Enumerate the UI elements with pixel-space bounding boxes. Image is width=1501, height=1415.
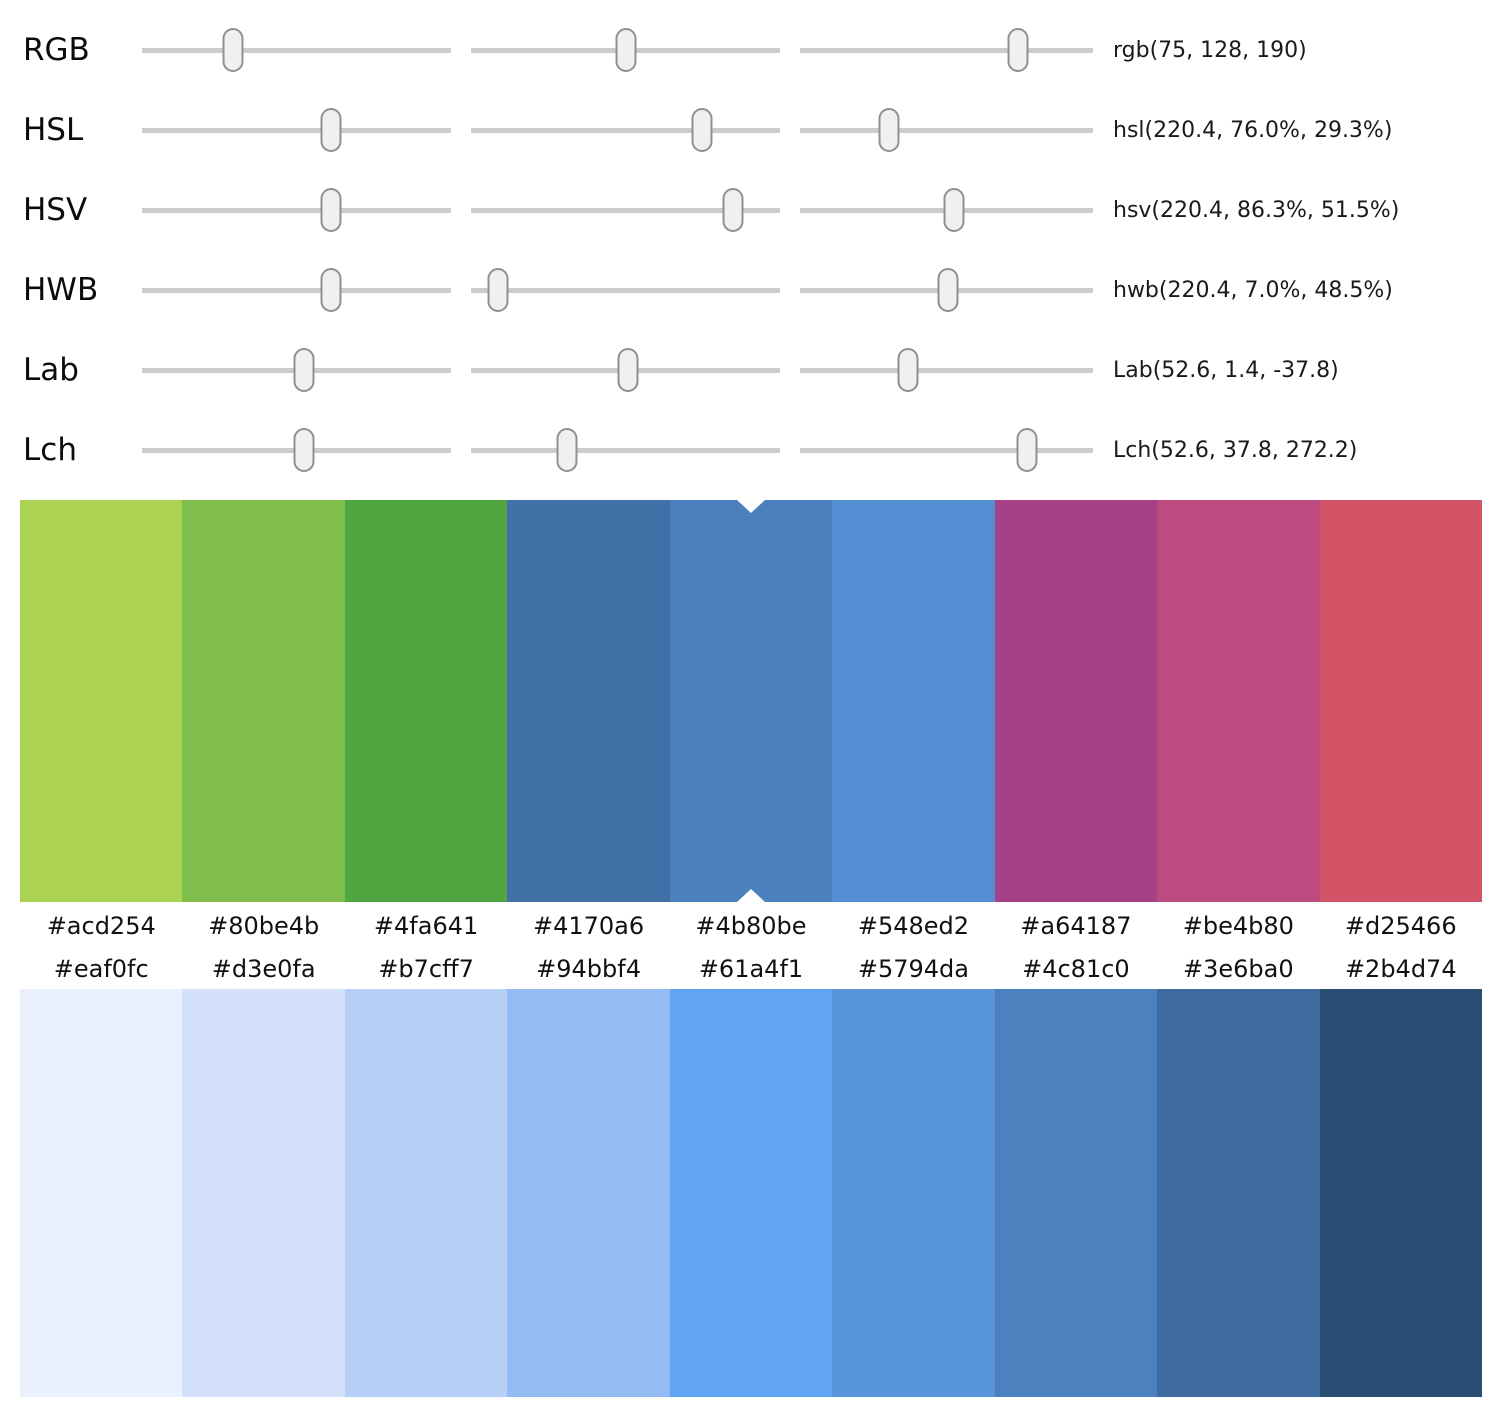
shades-hex-labels: #eaf0fc #d3e0fa #b7cff7 #94bbf4 #61a4f1 … <box>20 948 1482 989</box>
palette-swatch[interactable] <box>20 989 183 1397</box>
shades-palette <box>20 989 1482 1397</box>
hsv-v-slider-track[interactable] <box>800 187 1093 233</box>
slider-row-rgb: RGB rgb(75, 128, 190) <box>0 10 1501 90</box>
hex-label: #4170a6 <box>532 912 645 940</box>
palette-swatch[interactable] <box>994 989 1158 1397</box>
rgb-b-slider-track[interactable] <box>800 27 1093 73</box>
harmony-palette <box>20 500 1482 902</box>
hex-label: #548ed2 <box>857 912 970 940</box>
selected-swatch[interactable] <box>669 500 833 902</box>
hex-label: #be4b80 <box>1182 912 1294 940</box>
palette-swatch[interactable] <box>507 989 670 1397</box>
slider-row-hwb: HWB hwb(220.4, 7.0%, 48.5%) <box>0 250 1501 330</box>
palette-swatch[interactable] <box>669 989 833 1397</box>
hsl-s-slider-thumb[interactable] <box>691 108 713 152</box>
hex-label: #61a4f1 <box>698 955 804 983</box>
palette-swatch[interactable] <box>1319 989 1482 1397</box>
slider-row-hsv: HSV hsv(220.4, 86.3%, 51.5%) <box>0 170 1501 250</box>
slider-row-lch: Lch Lch(52.6, 37.8, 272.2) <box>0 410 1501 490</box>
rgb-g-slider-track[interactable] <box>471 27 780 73</box>
hex-label: #4fa641 <box>373 912 479 940</box>
slider-row-hsl: HSL hsl(220.4, 76.0%, 29.3%) <box>0 90 1501 170</box>
palette-swatch[interactable] <box>344 500 508 902</box>
model-label-hwb: HWB <box>23 271 99 308</box>
lab-a-slider-thumb[interactable] <box>617 348 639 392</box>
hwb-w-slider-track[interactable] <box>471 267 780 313</box>
lab-l-slider-thumb[interactable] <box>293 348 315 392</box>
palette-swatch[interactable] <box>1319 500 1482 902</box>
selection-notch-top-icon <box>736 500 765 513</box>
model-label-hsl: HSL <box>23 111 84 148</box>
lch-h-slider-track[interactable] <box>800 427 1093 473</box>
model-label-lch: Lch <box>23 431 77 468</box>
hsv-value-text: hsv(220.4, 86.3%, 51.5%) <box>1113 197 1400 223</box>
hsv-h-slider-track[interactable] <box>142 187 451 233</box>
palette-swatch[interactable] <box>182 989 345 1397</box>
harmony-hex-labels: #acd254 #80be4b #4fa641 #4170a6 #4b80be … <box>20 902 1482 948</box>
hex-label: #94bbf4 <box>536 955 641 983</box>
hsv-h-slider-thumb[interactable] <box>320 188 342 232</box>
hwb-w-slider-thumb[interactable] <box>487 268 509 312</box>
lch-c-slider-thumb[interactable] <box>556 428 578 472</box>
lab-b-slider-track[interactable] <box>800 347 1093 393</box>
hwb-value-text: hwb(220.4, 7.0%, 48.5%) <box>1113 277 1393 303</box>
hsv-v-slider-thumb[interactable] <box>943 188 965 232</box>
lch-h-slider-thumb[interactable] <box>1016 428 1038 472</box>
hex-label: #a64187 <box>1020 912 1132 940</box>
hwb-b-slider-track[interactable] <box>800 267 1093 313</box>
palette-swatch[interactable] <box>1157 989 1320 1397</box>
hsl-l-slider-track[interactable] <box>800 107 1093 153</box>
model-label-rgb: RGB <box>23 31 90 68</box>
lab-l-slider-track[interactable] <box>142 347 451 393</box>
lab-b-slider-thumb[interactable] <box>897 348 919 392</box>
hex-label: #b7cff7 <box>378 955 474 983</box>
palette-swatch[interactable] <box>20 500 183 902</box>
hsv-s-slider-thumb[interactable] <box>722 188 744 232</box>
lch-c-slider-track[interactable] <box>471 427 780 473</box>
rgb-r-slider-track[interactable] <box>142 27 451 73</box>
rgb-g-slider-thumb[interactable] <box>615 28 637 72</box>
hex-label: #acd254 <box>46 912 156 940</box>
model-label-lab: Lab <box>23 351 79 388</box>
lab-value-text: Lab(52.6, 1.4, -37.8) <box>1113 357 1339 383</box>
color-sliders-panel: RGB rgb(75, 128, 190) HSL hsl(220.4, 76.… <box>0 0 1501 490</box>
palette-swatch[interactable] <box>832 500 995 902</box>
hwb-h-slider-thumb[interactable] <box>320 268 342 312</box>
lch-l-slider-track[interactable] <box>142 427 451 473</box>
hwb-b-slider-thumb[interactable] <box>937 268 959 312</box>
lab-a-slider-track[interactable] <box>471 347 780 393</box>
hex-label: #3e6ba0 <box>1183 955 1294 983</box>
rgb-b-slider-thumb[interactable] <box>1007 28 1029 72</box>
selection-notch-bottom-icon <box>736 889 765 902</box>
hex-label: #d3e0fa <box>211 955 316 983</box>
hex-label: #80be4b <box>208 912 320 940</box>
hsl-s-slider-track[interactable] <box>471 107 780 153</box>
model-label-hsv: HSV <box>23 191 88 228</box>
hsl-h-slider-track[interactable] <box>142 107 451 153</box>
rgb-value-text: rgb(75, 128, 190) <box>1113 37 1307 63</box>
palette-swatch[interactable] <box>507 500 670 902</box>
slider-row-lab: Lab Lab(52.6, 1.4, -37.8) <box>0 330 1501 410</box>
hwb-h-slider-track[interactable] <box>142 267 451 313</box>
lch-value-text: Lch(52.6, 37.8, 272.2) <box>1113 437 1358 463</box>
palette-swatch[interactable] <box>344 989 508 1397</box>
hex-label: #4c81c0 <box>1022 955 1130 983</box>
hsl-l-slider-thumb[interactable] <box>878 108 900 152</box>
lch-l-slider-thumb[interactable] <box>293 428 315 472</box>
hsv-s-slider-track[interactable] <box>471 187 780 233</box>
palette-swatch[interactable] <box>994 500 1158 902</box>
palette-swatch[interactable] <box>182 500 345 902</box>
palette-swatch[interactable] <box>832 989 995 1397</box>
hsl-value-text: hsl(220.4, 76.0%, 29.3%) <box>1113 117 1393 143</box>
hsl-h-slider-thumb[interactable] <box>320 108 342 152</box>
hex-label: #2b4d74 <box>1344 955 1457 983</box>
hex-label: #eaf0fc <box>53 955 149 983</box>
rgb-r-slider-thumb[interactable] <box>222 28 244 72</box>
hex-label-selected: #4b80be <box>695 912 807 940</box>
hex-label: #5794da <box>857 955 969 983</box>
hex-label: #d25466 <box>1344 912 1457 940</box>
palette-swatch[interactable] <box>1157 500 1320 902</box>
